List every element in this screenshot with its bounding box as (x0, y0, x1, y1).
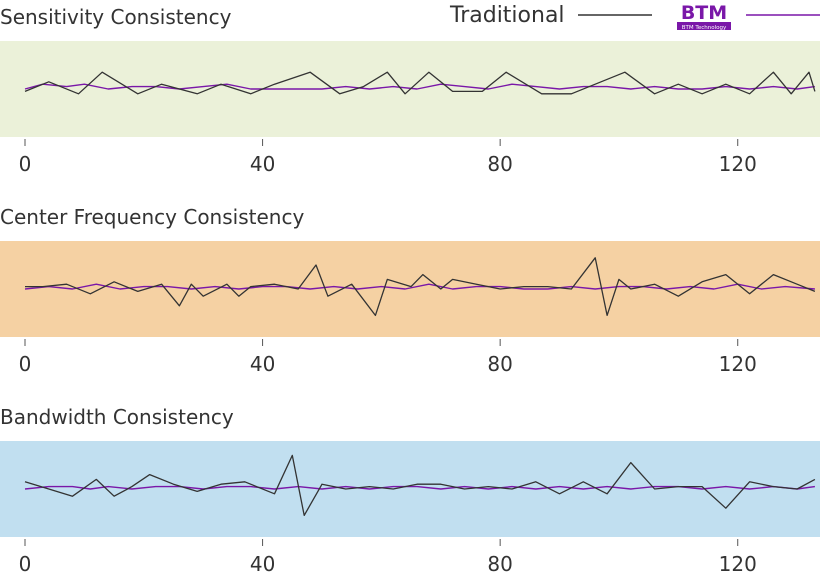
series-line-btm (24, 485, 815, 490)
x-tick-label: 80 (487, 352, 512, 376)
x-tick-label: 40 (250, 152, 275, 176)
plot-background (0, 241, 820, 337)
chart-title: Sensitivity Consistency (0, 5, 232, 29)
x-tick-label: 120 (719, 352, 757, 376)
series-line-btm (24, 83, 815, 90)
chart-panel-3: Bandwidth Consistency 0 40 80 120 (0, 405, 820, 572)
btm-logo-text: BTM (681, 2, 727, 24)
btm-logo-band (677, 22, 731, 30)
x-tick-label: 80 (487, 152, 512, 176)
x-tick-label: 40 (250, 352, 275, 376)
series-line-traditional (25, 257, 816, 317)
btm-logo-subtext: BTM Technology (682, 25, 727, 31)
chart-panel-2: Center Frequency Consistency 0 40 80 120 (0, 205, 820, 376)
x-tick-label: 0 (19, 552, 32, 572)
x-tick-label: 80 (487, 552, 512, 572)
x-tick-label: 40 (250, 552, 275, 572)
series-line-traditional (24, 71, 816, 95)
chart-panel-1: Sensitivity Consistency 0 40 80 120 (0, 5, 820, 176)
x-tick-label: 120 (719, 552, 757, 572)
x-tick-label: 0 (19, 352, 32, 376)
legend: Traditional BTM BTM Technology (449, 2, 820, 31)
x-tick-label: 0 (19, 152, 32, 176)
series-line-traditional (24, 454, 816, 517)
btm-logo: BTM BTM Technology (677, 2, 731, 31)
chart-title: Center Frequency Consistency (0, 205, 304, 229)
chart-title: Bandwidth Consistency (0, 405, 234, 429)
legend-label-traditional: Traditional (449, 3, 565, 28)
x-tick-label: 120 (719, 152, 757, 176)
